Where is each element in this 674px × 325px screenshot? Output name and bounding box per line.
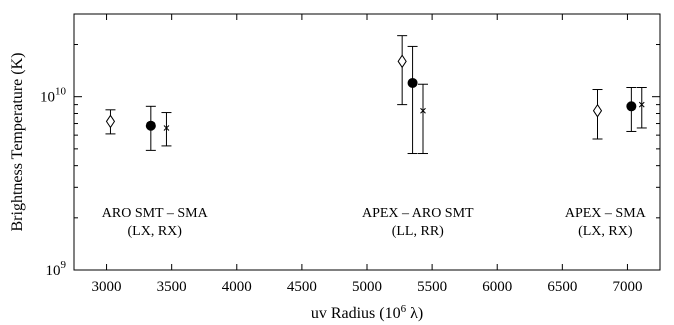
x-tick-label: 7000	[612, 279, 642, 295]
x-tick-label: 5500	[417, 279, 447, 295]
data-point-cross	[638, 101, 645, 108]
y-tick-label-base: 10	[46, 263, 61, 279]
x-axis-title: uv Radius (106 λ)	[311, 303, 423, 322]
chart-ticks	[74, 14, 660, 271]
x-axis-title-main: uv Radius (10	[311, 305, 401, 322]
x-tick-label: 5000	[352, 279, 382, 295]
baseline-annotation-title: APEX – SMA	[565, 206, 647, 221]
baseline-annotation-title: APEX – ARO SMT	[362, 206, 474, 221]
x-tick-label: 3500	[157, 279, 187, 295]
chart-marks	[105, 35, 647, 155]
x-tick-label: 6000	[482, 279, 512, 295]
x-axis-title-unit: λ)	[406, 305, 423, 322]
y-tick-label: 1010	[40, 86, 67, 106]
x-tick-label: 4000	[222, 279, 252, 295]
x-tick-label: 4500	[287, 279, 317, 295]
y-tick-label-exp: 10	[55, 86, 67, 98]
baseline-annotation-polarization: (LL, RR)	[392, 224, 444, 239]
data-point-circle	[407, 77, 418, 88]
baseline-annotation-polarization: (LX, RX)	[578, 224, 633, 239]
baseline-annotation-title: ARO SMT – SMA	[102, 206, 209, 221]
data-point-diamond	[397, 54, 407, 69]
data-point-circle	[626, 101, 637, 112]
y-tick-label: 109	[46, 259, 67, 279]
y-tick-label-base: 10	[40, 90, 55, 106]
x-tick-label: 6500	[547, 279, 577, 295]
data-point-cross	[163, 125, 170, 131]
x-axis-title-exp: 6	[401, 303, 407, 315]
baseline-annotation-polarization: (LX, RX)	[128, 224, 183, 239]
data-point-diamond	[105, 114, 116, 129]
x-tick-label: 3000	[92, 279, 122, 295]
y-tick-label-exp: 9	[61, 259, 67, 271]
data-point-cross	[420, 107, 426, 114]
data-point-diamond	[592, 103, 603, 118]
data-point-circle	[145, 120, 156, 131]
chart-labels: 3000 3500 4000 4500 5000 5500 6000 6500 70001091…	[40, 86, 647, 295]
y-axis-title: Brightness Temperature (K)	[9, 53, 26, 232]
